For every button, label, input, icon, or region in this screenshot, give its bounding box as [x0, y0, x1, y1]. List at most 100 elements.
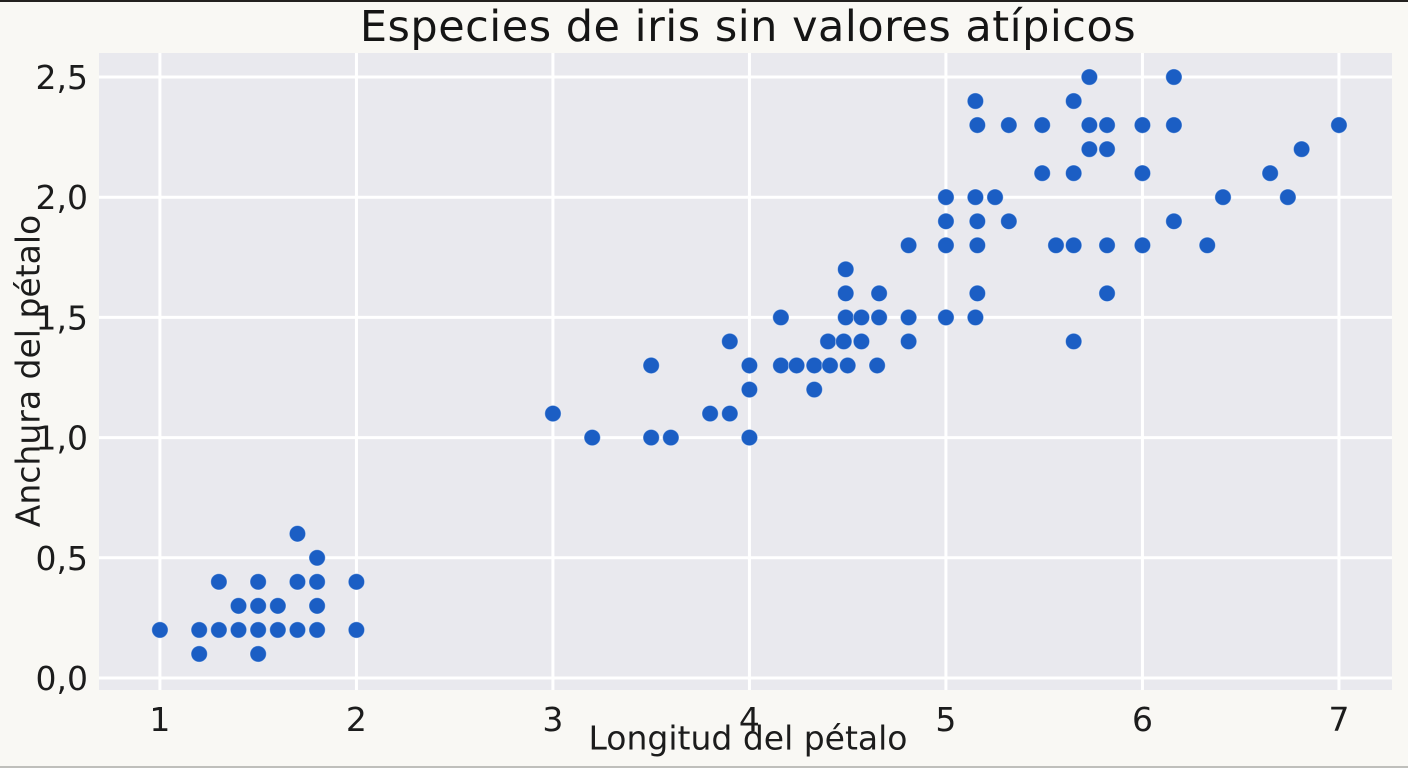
data-point	[1047, 236, 1065, 255]
data-point	[1033, 116, 1051, 134]
data-point	[210, 573, 228, 591]
data-point	[1000, 212, 1018, 230]
data-point	[772, 356, 790, 375]
data-point	[1165, 212, 1183, 230]
data-point	[210, 621, 228, 639]
data-point	[1064, 92, 1083, 110]
x-axis-label: Longitud del pétalo	[588, 718, 908, 758]
data-point	[190, 621, 208, 639]
data-point	[288, 525, 307, 543]
data-point	[837, 260, 855, 279]
y-tick-label: 1,0	[36, 419, 88, 458]
data-point	[1279, 188, 1297, 206]
data-point	[1098, 140, 1116, 158]
data-point	[308, 597, 326, 615]
data-point	[1198, 236, 1216, 255]
data-point	[1064, 236, 1083, 255]
chart-title: Especies de iris sin valores atípicos	[359, 2, 1137, 52]
data-point	[308, 621, 326, 639]
data-point	[249, 597, 267, 615]
data-point	[937, 236, 955, 255]
y-tick-label: 2,0	[36, 178, 88, 217]
data-point	[966, 92, 985, 110]
data-point	[835, 332, 853, 351]
data-point	[721, 404, 739, 423]
data-point	[852, 308, 871, 327]
data-point	[819, 332, 837, 351]
data-point	[229, 597, 248, 615]
data-point	[269, 621, 287, 639]
data-point	[229, 621, 248, 639]
data-point	[1064, 164, 1083, 182]
x-tick-label: 6	[1132, 700, 1153, 739]
data-point	[249, 621, 267, 639]
data-point	[899, 236, 918, 255]
data-point	[1064, 332, 1083, 351]
data-point	[1292, 140, 1311, 158]
x-tick-label: 1	[149, 700, 170, 739]
y-tick-label: 1,5	[36, 298, 88, 337]
data-point	[1098, 236, 1116, 255]
data-point	[662, 428, 680, 447]
data-point	[288, 621, 307, 639]
data-point	[1080, 140, 1099, 158]
data-point	[838, 356, 857, 375]
data-point	[899, 332, 918, 351]
data-point	[968, 116, 987, 134]
data-point	[740, 380, 759, 399]
data-point	[805, 356, 823, 375]
data-point	[1000, 116, 1018, 134]
data-point	[740, 356, 759, 375]
data-point	[968, 284, 987, 303]
data-point	[347, 621, 366, 639]
data-point	[821, 356, 839, 375]
data-point	[772, 308, 790, 327]
data-point	[544, 404, 562, 423]
data-point	[740, 428, 759, 447]
data-point	[966, 308, 985, 327]
y-tick-label: 0,0	[36, 659, 88, 698]
y-tick-label: 2,5	[36, 58, 88, 97]
data-point	[347, 573, 366, 591]
data-point	[968, 212, 987, 230]
data-point	[288, 573, 307, 591]
data-point	[583, 428, 601, 447]
screenshot-bottom-edge	[0, 766, 1408, 768]
data-point	[837, 284, 855, 303]
data-point	[870, 284, 888, 303]
data-point	[986, 188, 1004, 206]
data-point	[1330, 116, 1348, 134]
data-point	[642, 428, 660, 447]
x-tick-label: 3	[542, 700, 563, 739]
data-point	[837, 308, 855, 327]
data-point	[966, 188, 985, 206]
data-point	[1033, 164, 1051, 182]
data-point	[190, 645, 208, 663]
y-axis-label: Anchura del pétalo	[8, 214, 48, 528]
screenshot-top-edge	[0, 0, 1408, 2]
x-tick-label: 7	[1328, 700, 1349, 739]
data-point	[308, 573, 326, 591]
data-point	[721, 332, 739, 351]
data-point	[642, 356, 660, 375]
y-tick-label: 0,5	[36, 539, 88, 578]
data-point	[249, 573, 267, 591]
x-tick-label: 5	[935, 700, 956, 739]
data-point	[787, 356, 806, 375]
data-point	[308, 549, 326, 567]
data-point	[937, 212, 955, 230]
data-point	[269, 597, 287, 615]
data-point	[1080, 68, 1099, 86]
data-point	[1133, 116, 1152, 134]
data-point	[868, 356, 886, 375]
data-point	[249, 645, 267, 663]
data-point	[151, 621, 169, 639]
x-tick-label: 4	[739, 700, 760, 739]
data-point	[899, 308, 918, 327]
data-point	[852, 332, 871, 351]
data-point	[937, 308, 955, 327]
data-point	[937, 188, 955, 206]
data-point	[1098, 116, 1116, 134]
